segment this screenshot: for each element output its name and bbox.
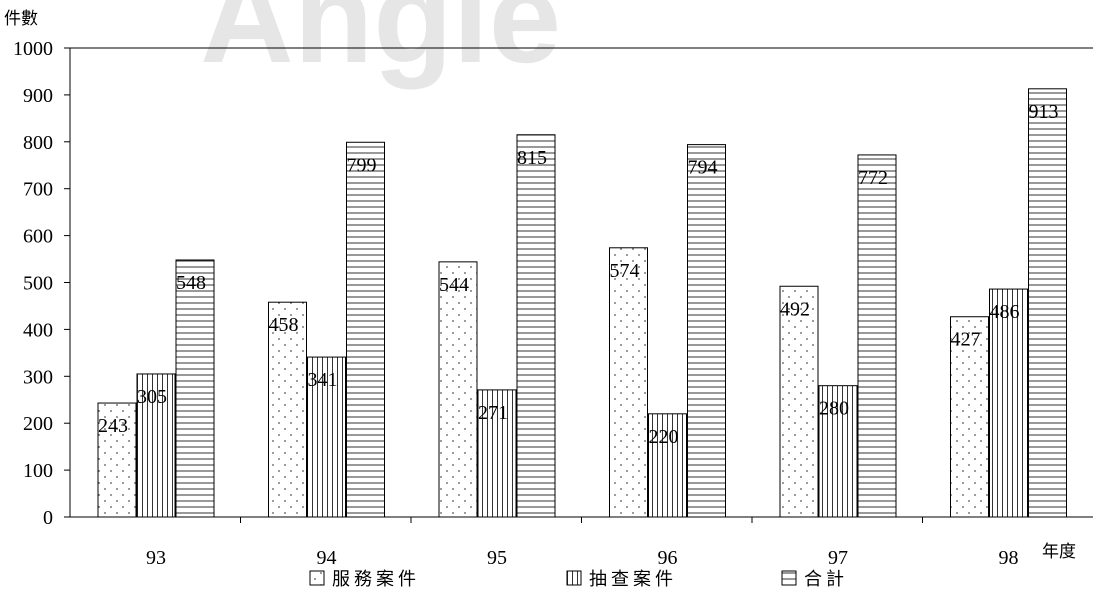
data-label: 486 xyxy=(990,301,1020,323)
data-label: 305 xyxy=(137,386,167,408)
x-tick-label: 98 xyxy=(999,547,1019,569)
bar-horizontal xyxy=(517,135,555,517)
x-tick-label: 93 xyxy=(146,547,166,569)
value-labels: 243 305 548 458 341 799 544 271 815 574 220 794 492 2… xyxy=(98,101,1059,448)
data-label: 548 xyxy=(176,272,206,294)
y-tick-label: 500 xyxy=(23,273,53,295)
bar-dots xyxy=(780,286,818,517)
bar-horizontal xyxy=(688,145,726,517)
legend-swatch-vertical xyxy=(567,571,581,585)
x-tick-label: 94 xyxy=(317,547,337,569)
data-label: 280 xyxy=(819,398,849,420)
data-label: 913 xyxy=(1029,101,1059,123)
data-label: 458 xyxy=(269,314,299,336)
data-label: 271 xyxy=(478,402,508,424)
y-tick-label: 1000 xyxy=(13,38,53,60)
bar-horizontal xyxy=(858,155,896,517)
y-tick-label: 0 xyxy=(43,507,53,529)
data-label: 427 xyxy=(951,329,981,351)
x-tick-label: 96 xyxy=(658,547,678,569)
data-label: 544 xyxy=(439,274,469,296)
data-label: 772 xyxy=(858,167,888,189)
legend: 服務案件 抽查案件 合計 xyxy=(310,569,848,590)
y-tick-label: 200 xyxy=(23,413,53,435)
bars xyxy=(98,89,1067,517)
data-label: 574 xyxy=(610,260,640,282)
legend-swatch-dots xyxy=(310,571,324,585)
legend-swatch-horizontal xyxy=(782,571,796,585)
data-label: 341 xyxy=(308,369,338,391)
y-tick-label: 800 xyxy=(23,132,53,154)
y-tick-label: 400 xyxy=(23,319,53,341)
y-tick-label: 600 xyxy=(23,226,53,248)
x-tick-label: 95 xyxy=(487,547,507,569)
bar-horizontal xyxy=(1029,89,1067,517)
data-label: 492 xyxy=(780,298,810,320)
data-label: 815 xyxy=(517,147,547,169)
x-tick-label: 97 xyxy=(828,547,848,569)
bar-dots xyxy=(439,262,477,517)
legend-label: 服務案件 xyxy=(332,569,420,590)
y-tick-label: 900 xyxy=(23,85,53,107)
data-label: 220 xyxy=(649,426,679,448)
bar-horizontal xyxy=(176,260,214,517)
y-tick-label: 300 xyxy=(23,366,53,388)
data-label: 243 xyxy=(98,415,128,437)
y-tick-label: 700 xyxy=(23,179,53,201)
bar-dots xyxy=(610,248,648,517)
bar-vertical xyxy=(990,289,1028,517)
y-tick-label: 100 xyxy=(23,460,53,482)
x-axis-title: 年度 xyxy=(1042,542,1076,562)
data-label: 794 xyxy=(688,157,718,179)
watermark-text: Angle xyxy=(200,0,561,90)
data-label: 799 xyxy=(347,154,377,176)
legend-label: 抽查案件 xyxy=(589,569,677,590)
legend-label: 合計 xyxy=(804,569,848,590)
bar-horizontal xyxy=(347,142,385,517)
y-axis-title: 件數 xyxy=(4,9,38,29)
